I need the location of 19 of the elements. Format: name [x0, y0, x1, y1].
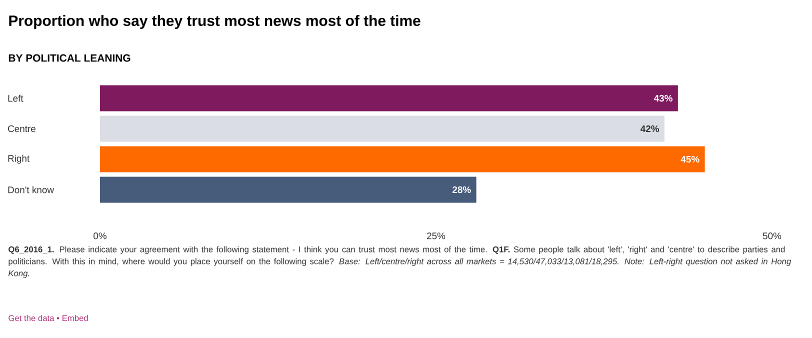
chart-title: Proportion who say they trust most news most of the time — [9, 15, 420, 29]
bar — [100, 116, 664, 142]
text: Q6_2016_1. Please indicate your agreement with the following statement - I think you can trust most news most of the time. Q1F. Some people talk about 'left', 'right' and 'centre' to describe parties and politicians. With this in mind, where would you place yourself on the following scale? Base: Left/centre/right across all markets = 14,530/47,033/13,081/18,295. Note: Left-right question not asked in Hong Kong. — [8, 246, 792, 278]
bar — [100, 146, 705, 172]
x-tick-label: 50% — [762, 232, 782, 240]
bar — [100, 176, 476, 203]
data-label: 43% — [654, 94, 672, 102]
data-label: 42% — [640, 125, 660, 132]
chart-subtitle: BY POLITICAL LEANING — [8, 54, 130, 62]
y-tick-label: Don't know — [8, 186, 54, 194]
y-tick-label: Right — [8, 154, 30, 164]
y-tick-label: Centre — [8, 125, 36, 132]
y-tick-label: Left — [8, 94, 24, 102]
x-tick-label: 0% — [94, 232, 107, 240]
data-label: 45% — [680, 156, 700, 163]
text: Get the data • Embed — [8, 314, 88, 322]
bar — [100, 85, 678, 112]
data-label: 28% — [452, 186, 471, 194]
x-tick-label: 25% — [427, 232, 446, 240]
